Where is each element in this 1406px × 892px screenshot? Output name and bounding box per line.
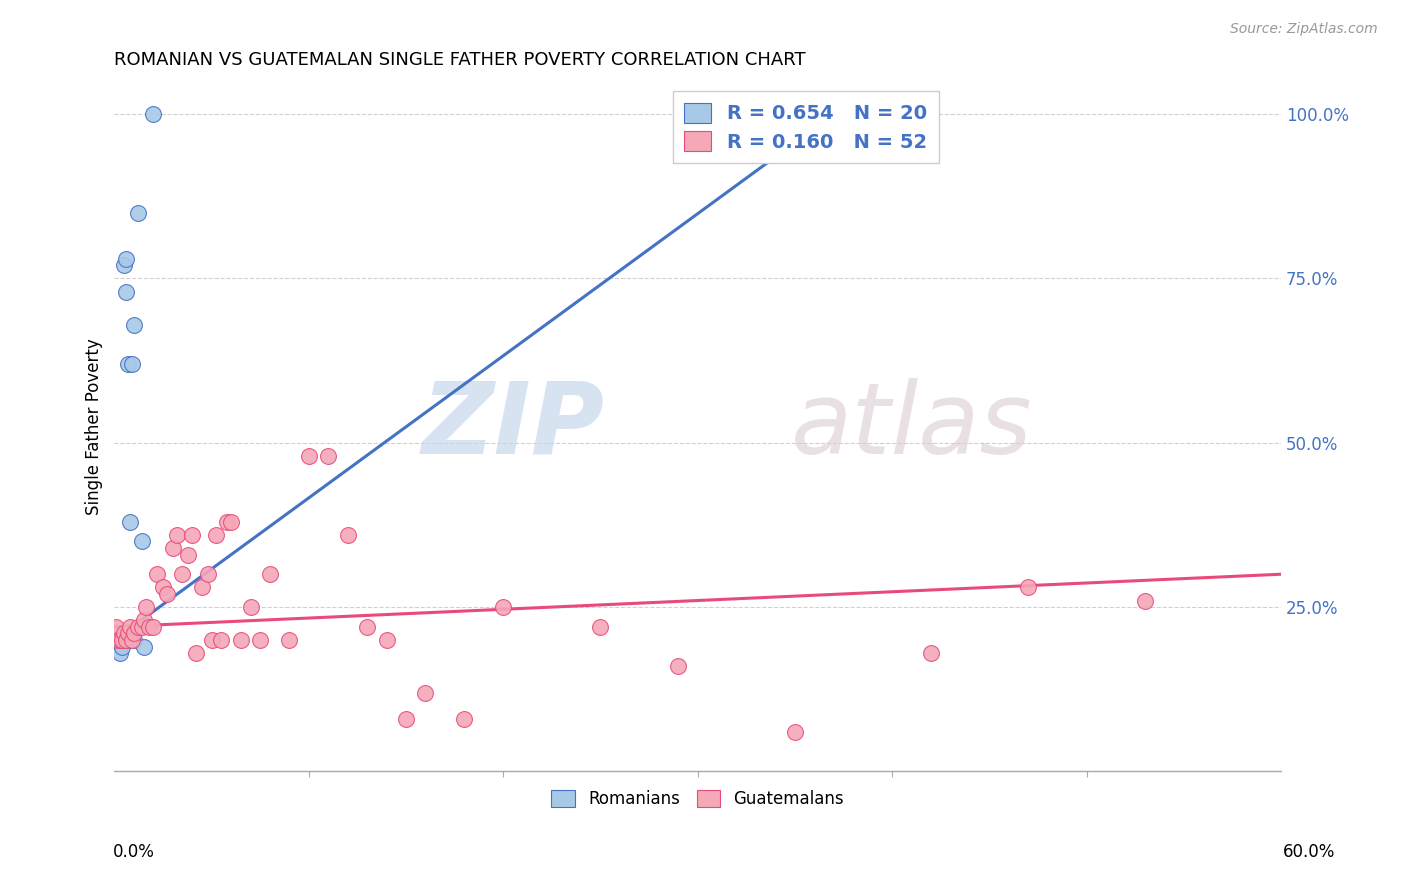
Point xyxy=(453,712,475,726)
Point xyxy=(1133,593,1156,607)
Point xyxy=(278,632,301,647)
Point xyxy=(122,318,145,332)
Point xyxy=(217,515,239,529)
Point xyxy=(142,107,165,121)
Point xyxy=(181,528,204,542)
Point xyxy=(138,620,160,634)
Point xyxy=(131,534,153,549)
Point xyxy=(209,632,232,647)
Point xyxy=(259,567,281,582)
Point xyxy=(783,725,806,739)
Point xyxy=(177,548,200,562)
Point xyxy=(132,613,155,627)
Point xyxy=(172,567,194,582)
Point xyxy=(166,528,188,542)
Point xyxy=(105,632,128,647)
Point xyxy=(105,620,128,634)
Point xyxy=(134,600,156,615)
Point xyxy=(356,620,378,634)
Point xyxy=(146,567,169,582)
Point xyxy=(184,646,207,660)
Point xyxy=(112,626,135,640)
Point xyxy=(127,620,149,634)
Point xyxy=(121,632,143,647)
Point xyxy=(110,632,132,647)
Point xyxy=(415,685,437,699)
Point xyxy=(204,528,226,542)
Point xyxy=(666,659,689,673)
Point xyxy=(197,567,219,582)
Point xyxy=(191,580,214,594)
Text: 0.0%: 0.0% xyxy=(112,843,155,861)
Point xyxy=(219,515,242,529)
Point xyxy=(152,580,174,594)
Point xyxy=(298,449,321,463)
Point xyxy=(395,712,418,726)
Point xyxy=(375,632,398,647)
Point xyxy=(823,107,845,121)
Point xyxy=(249,632,271,647)
Point xyxy=(107,632,129,647)
Point xyxy=(162,541,184,555)
Text: 60.0%: 60.0% xyxy=(1284,843,1336,861)
Point xyxy=(118,632,141,647)
Point xyxy=(142,620,165,634)
Point xyxy=(110,632,132,647)
Point xyxy=(112,258,135,272)
Point xyxy=(115,252,138,266)
Point xyxy=(239,600,262,615)
Point xyxy=(110,646,132,660)
Point xyxy=(112,632,135,647)
Point xyxy=(118,515,141,529)
Text: atlas: atlas xyxy=(792,378,1032,475)
Text: Source: ZipAtlas.com: Source: ZipAtlas.com xyxy=(1230,22,1378,37)
Point xyxy=(316,449,339,463)
Point xyxy=(127,206,149,220)
Point xyxy=(492,600,515,615)
Point xyxy=(107,632,129,647)
Point xyxy=(122,632,145,647)
Point xyxy=(229,632,252,647)
Point xyxy=(336,528,359,542)
Point xyxy=(111,640,134,654)
Point xyxy=(111,632,134,647)
Point xyxy=(156,587,179,601)
Text: ZIP: ZIP xyxy=(422,378,605,475)
Point xyxy=(132,640,155,654)
Point xyxy=(131,620,153,634)
Point xyxy=(118,620,141,634)
Point xyxy=(117,626,139,640)
Point xyxy=(117,357,139,371)
Point xyxy=(115,632,138,647)
Point xyxy=(115,285,138,299)
Text: ROMANIAN VS GUATEMALAN SINGLE FATHER POVERTY CORRELATION CHART: ROMANIAN VS GUATEMALAN SINGLE FATHER POV… xyxy=(114,51,806,69)
Point xyxy=(589,620,612,634)
Point xyxy=(1017,580,1039,594)
Point xyxy=(920,646,942,660)
Point xyxy=(122,626,145,640)
Point xyxy=(201,632,224,647)
Legend: Romanians, Guatemalans: Romanians, Guatemalans xyxy=(544,783,851,814)
Point xyxy=(121,357,143,371)
Y-axis label: Single Father Poverty: Single Father Poverty xyxy=(86,338,103,515)
